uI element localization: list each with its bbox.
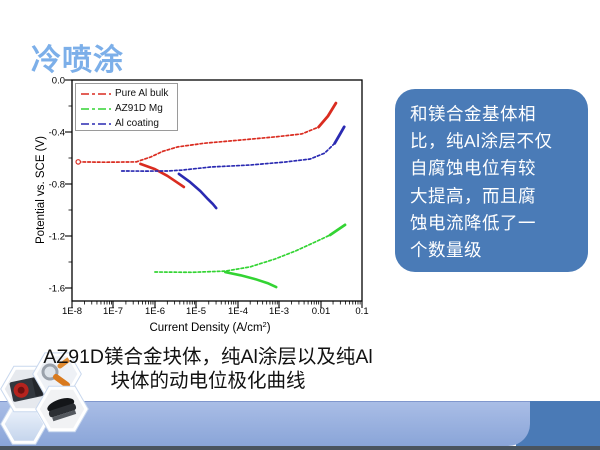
svg-text:-0.8: -0.8: [49, 180, 65, 191]
chart-caption: AZ91D镁合金块体，纯Al涂层以及纯Al 块体的动电位极化曲线: [18, 346, 398, 393]
x-axis-minor-ticks: [84, 301, 361, 305]
note-line: 自腐蚀电位有较: [410, 158, 536, 179]
bottom-edge-strip: [0, 446, 600, 450]
slide-title: 冷喷涂: [31, 44, 124, 77]
svg-text:1E-5: 1E-5: [186, 306, 206, 317]
svg-text:1E-6: 1E-6: [145, 306, 165, 317]
note-line: 比，纯Al涂层不仅: [410, 131, 553, 152]
svg-text:0.01: 0.01: [312, 306, 331, 317]
legend-label: AZ91D Mg: [115, 103, 163, 114]
y-axis-minor-ticks: [68, 105, 72, 263]
svg-text:1E-7: 1E-7: [103, 306, 123, 317]
hexagon-empty-icon: [0, 403, 48, 445]
x-axis-major-ticks: [71, 301, 363, 308]
chart-legend: Pure Al bulk AZ91D Mg Al coating: [75, 83, 178, 131]
svg-text:0.1: 0.1: [355, 306, 368, 317]
note-line: 蚀电流降低了一: [410, 212, 536, 233]
svg-text:1E-8: 1E-8: [62, 306, 82, 317]
svg-text:1E-3: 1E-3: [269, 306, 289, 317]
legend-line-sample-blue-icon: [81, 122, 111, 125]
note-line: 个数量级: [410, 240, 482, 261]
legend-line-sample-red-icon: [81, 92, 111, 95]
hexagon-photo-stapler-icon: [35, 385, 89, 433]
caption-line-1: AZ91D镁合金块体，纯Al涂层以及纯Al: [43, 346, 373, 368]
legend-label: Pure Al bulk: [115, 88, 169, 99]
svg-text:-0.4: -0.4: [49, 128, 65, 139]
legend-line-sample-green-icon: [81, 107, 111, 110]
legend-label: Al coating: [115, 118, 159, 129]
svg-text:-1.2: -1.2: [49, 232, 65, 243]
note-line: 和镁合金基体相: [410, 104, 536, 124]
y-tick-labels: 0.0 -0.4 -0.8 -1.2 -1.6: [49, 76, 65, 295]
legend-item-pure-al-bulk: Pure Al bulk: [80, 86, 177, 101]
svg-text:-1.6: -1.6: [49, 284, 65, 295]
svg-text:1E-4: 1E-4: [228, 306, 248, 317]
y-axis-major-ticks: [65, 79, 72, 289]
note-box: 和镁合金基体相 比，纯Al涂层不仅 自腐蚀电位有较 大提高，而且腐 蚀电流降低了…: [395, 89, 588, 272]
legend-item-az91d-mg: AZ91D Mg: [80, 101, 177, 116]
caption-line-2: 块体的动电位极化曲线: [110, 369, 306, 392]
bottom-bar-dark: [516, 401, 600, 446]
x-axis-title: Current Density (A/cm2): [149, 320, 270, 334]
hexagon-decoration-cluster: [0, 352, 89, 445]
note-line: 大提高，而且腐: [410, 185, 536, 206]
x-tick-labels: 1E-8 1E-7 1E-6 1E-5 1E-4 1E-3 0.01 0.1: [62, 306, 369, 317]
legend-item-al-coating: Al coating: [80, 116, 177, 131]
y-axis-title: Potential vs. SCE (V): [35, 136, 47, 244]
